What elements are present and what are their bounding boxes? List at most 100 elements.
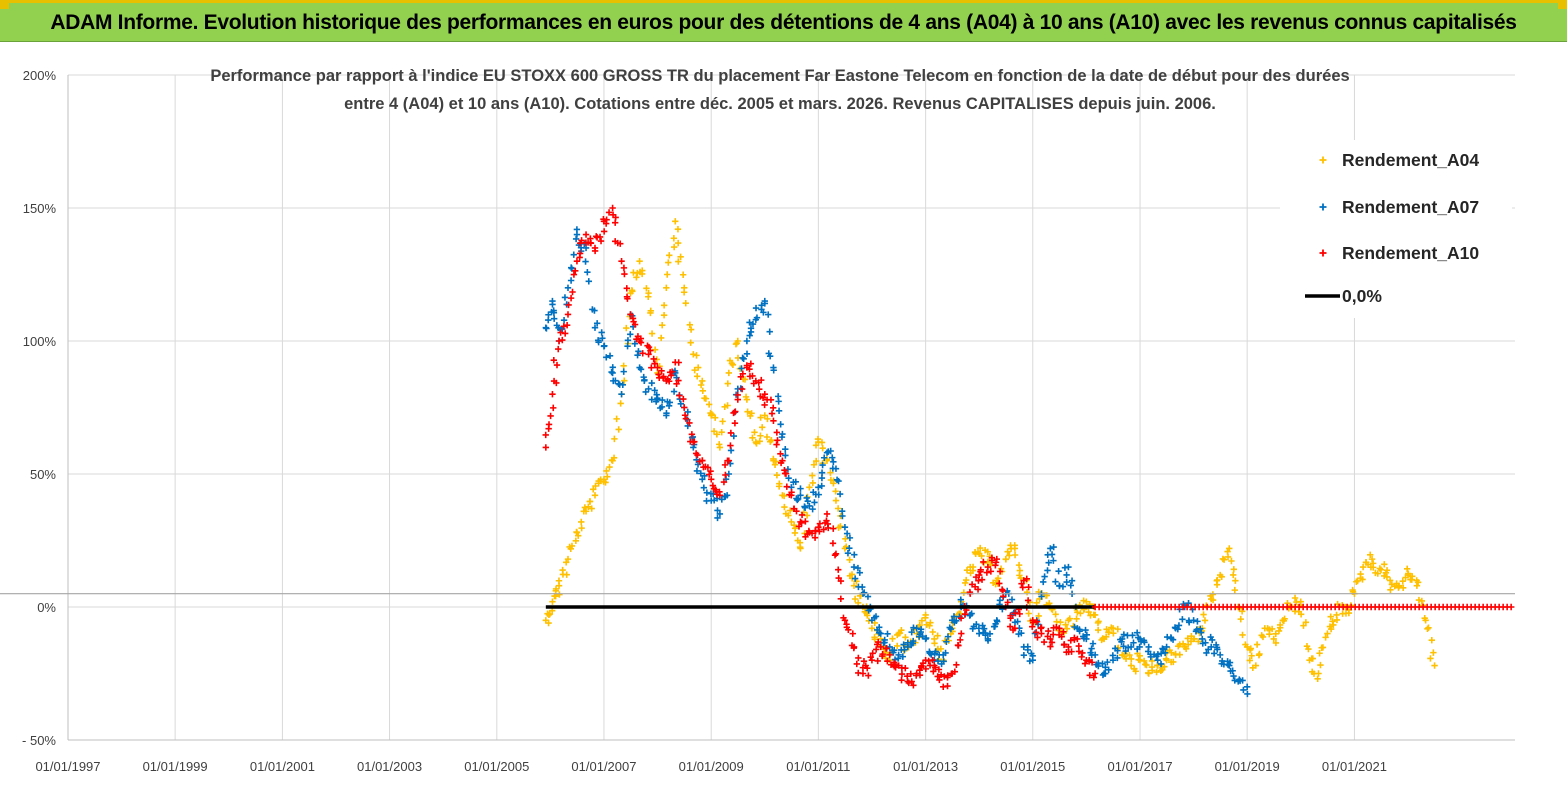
- data-point-fill: [884, 658, 891, 665]
- data-point: [636, 258, 643, 265]
- data-point-fill: [1179, 616, 1186, 623]
- data-point-fill: [798, 519, 805, 527]
- data-point-fill: [1025, 610, 1032, 617]
- data-point-fill: [994, 575, 1002, 582]
- data-point-fill: [1088, 659, 1096, 666]
- data-point: [913, 625, 920, 632]
- data-point-fill: [1099, 660, 1106, 667]
- data-point: [904, 643, 911, 651]
- data-point-fill: [881, 636, 888, 644]
- data-point-fill: [659, 396, 666, 404]
- data-point-fill: [774, 437, 781, 444]
- data-point-fill: [1370, 564, 1377, 571]
- data-point: [1377, 566, 1385, 573]
- data-point: [975, 571, 983, 579]
- data-point-fill: [1007, 615, 1014, 622]
- data-point-fill: [648, 364, 655, 371]
- data-point: [1029, 617, 1036, 624]
- data-point-fill: [674, 239, 682, 247]
- data-point-fill: [844, 549, 852, 557]
- corner-marker-top-right: [1558, 0, 1567, 9]
- data-point-fill: [657, 334, 665, 342]
- data-point-fill: [896, 629, 904, 637]
- data-point-fill: [1004, 599, 1011, 606]
- data-point-fill: [1018, 580, 1025, 587]
- data-point-fill: [1246, 657, 1253, 664]
- data-point-fill: [670, 235, 678, 242]
- x-tick-label: 01/01/2013: [893, 759, 958, 774]
- data-point-fill: [810, 461, 818, 468]
- x-tick-label: 01/01/2019: [1215, 759, 1280, 774]
- data-point-fill: [1061, 641, 1068, 648]
- data-point-fill: [615, 426, 622, 433]
- data-point-fill: [603, 216, 610, 223]
- data-point-fill: [1230, 571, 1237, 579]
- data-point-fill: [1210, 650, 1218, 657]
- data-point-fill: [601, 342, 608, 349]
- data-point: [1226, 545, 1233, 552]
- data-point-fill: [1194, 618, 1201, 625]
- data-point-fill: [1015, 561, 1023, 569]
- data-point: [734, 337, 741, 345]
- data-point-fill: [809, 472, 816, 479]
- data-point-fill: [1168, 649, 1175, 656]
- data-point-fill: [942, 649, 949, 657]
- x-tick-label: 01/01/1997: [35, 759, 100, 774]
- data-point-fill: [859, 583, 866, 591]
- data-point-fill: [620, 264, 628, 272]
- data-point-fill: [1008, 596, 1016, 603]
- data-point-fill: [675, 359, 682, 366]
- data-point-fill: [1031, 630, 1039, 637]
- data-point-fill: [1045, 559, 1052, 566]
- data-point-fill: [864, 612, 871, 619]
- data-point-fill: [851, 575, 859, 582]
- data-point-fill: [902, 634, 909, 641]
- data-point-fill: [647, 307, 654, 315]
- data-point-fill: [561, 330, 569, 337]
- data-point-fill: [934, 657, 942, 665]
- data-point-fill: [713, 431, 721, 438]
- data-point-fill: [1197, 629, 1205, 636]
- data-point-fill: [1281, 615, 1288, 623]
- data-point-fill: [834, 505, 842, 512]
- data-point-fill: [675, 258, 682, 265]
- data-point-fill: [951, 668, 959, 675]
- data-point: [886, 651, 893, 659]
- data-point-fill: [1395, 583, 1402, 590]
- data-point-fill: [963, 566, 971, 574]
- data-point-fill: [617, 400, 624, 407]
- data-point-fill: [1133, 629, 1141, 636]
- data-point-fill: [1228, 557, 1235, 565]
- data-point: [591, 244, 599, 252]
- data-point-fill: [1060, 628, 1067, 635]
- data-point-fill: [930, 668, 937, 675]
- data-point-fill: [1424, 625, 1431, 633]
- data-point: [868, 625, 876, 632]
- data-point-fill: [659, 374, 667, 382]
- data-point-fill: [700, 484, 708, 491]
- data-point-fill: [704, 464, 712, 471]
- data-point-fill: [969, 563, 977, 571]
- data-point: [913, 670, 920, 677]
- data-point-fill: [676, 392, 683, 399]
- data-point-fill: [1102, 664, 1109, 671]
- data-point-fill: [832, 488, 839, 495]
- data-point-fill: [749, 320, 757, 328]
- data-point-fill: [1050, 543, 1057, 551]
- data-point-fill: [996, 597, 1004, 604]
- data-point-fill: [744, 408, 751, 415]
- data-point: [815, 484, 822, 491]
- data-point: [1127, 662, 1135, 669]
- data-point-fill: [871, 634, 878, 641]
- data-point-fill: [694, 451, 701, 459]
- data-point: [823, 510, 831, 518]
- data-point-fill: [1149, 667, 1156, 674]
- data-point-fill: [980, 558, 987, 566]
- data-point-fill: [851, 551, 858, 558]
- data-point-fill: [1141, 639, 1148, 646]
- data-point-fill: [621, 377, 628, 384]
- data-point-fill: [1239, 677, 1246, 684]
- data-point-fill: [756, 438, 763, 445]
- data-point-fill: [1095, 662, 1102, 670]
- data-point-fill: [889, 635, 896, 642]
